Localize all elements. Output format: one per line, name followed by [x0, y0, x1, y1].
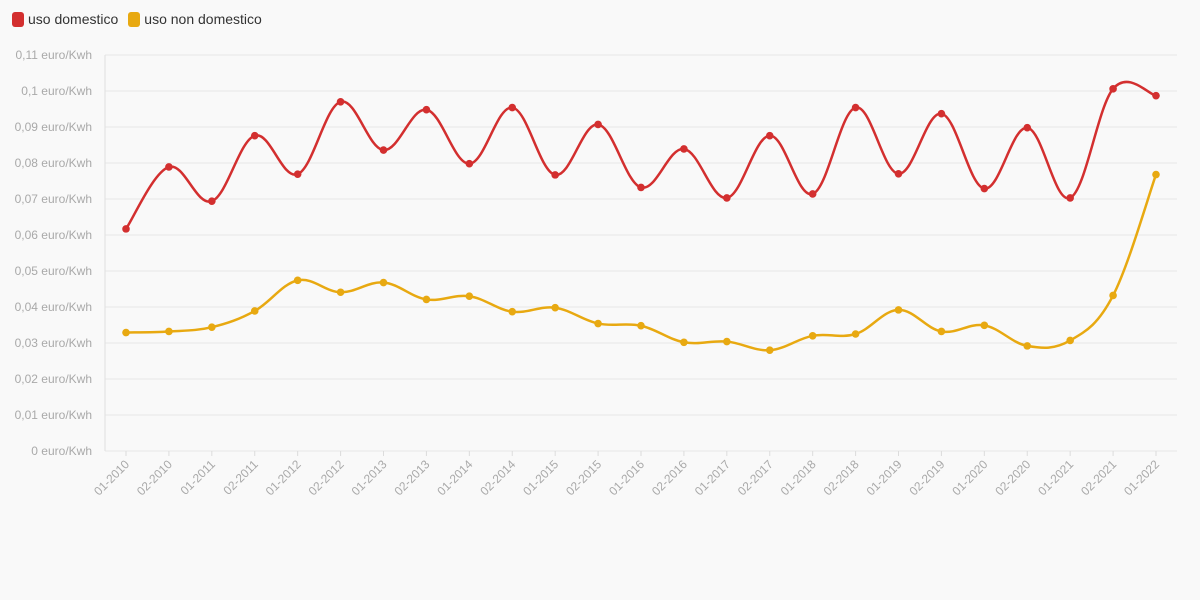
data-point-uso-non-domestico [293, 276, 302, 285]
data-point-uso-non-domestico [851, 330, 860, 338]
y-tick-label: 0,07 euro/Kwh [15, 192, 92, 206]
y-tick-label: 0,04 euro/Kwh [15, 300, 92, 314]
data-point-uso-domestico [208, 197, 216, 205]
data-point-uso-non-domestico [551, 303, 559, 312]
y-tick-label: 0 euro/Kwh [31, 444, 92, 458]
x-tick-label: 02-2020 [992, 457, 1033, 498]
data-point-uso-domestico [765, 131, 774, 140]
x-tick-label: 02-2014 [477, 457, 518, 498]
x-tick-label: 01-2010 [91, 457, 132, 498]
legend-label-uso-non-domestico: uso non domestico [144, 11, 262, 27]
data-point-uso-non-domestico [894, 306, 903, 314]
data-point-uso-domestico [508, 103, 517, 112]
data-point-uso-domestico [336, 98, 345, 106]
data-point-uso-non-domestico [250, 307, 259, 315]
data-point-uso-non-domestico [208, 323, 216, 331]
x-tick-label: 02-2015 [563, 457, 604, 498]
y-tick-label: 0,02 euro/Kwh [15, 372, 92, 386]
legend-item-uso-non-domestico[interactable]: uso non domestico [128, 11, 262, 27]
data-point-uso-non-domestico [1023, 342, 1032, 350]
data-point-uso-domestico [894, 170, 903, 178]
x-tick-label: 01-2019 [864, 457, 905, 498]
x-tick-label: 02-2010 [134, 457, 175, 498]
data-point-uso-domestico [1109, 85, 1117, 93]
data-point-uso-non-domestico [765, 346, 774, 355]
data-point-uso-non-domestico [1066, 336, 1074, 345]
data-point-uso-non-domestico [122, 328, 130, 337]
y-tick-label: 0,06 euro/Kwh [15, 228, 92, 242]
data-point-uso-domestico [851, 103, 860, 112]
legend-swatch-uso-domestico [12, 11, 24, 27]
x-tick-label: 02-2011 [220, 457, 261, 498]
x-tick-label: 01-2022 [1121, 457, 1162, 498]
data-point-uso-non-domestico [1152, 170, 1160, 179]
x-tick-label: 01-2020 [949, 457, 990, 498]
x-tick-label: 01-2021 [1035, 457, 1076, 498]
x-tick-label: 02-2019 [906, 457, 947, 498]
x-tick-label: 01-2016 [606, 457, 647, 498]
y-tick-label: 0,09 euro/Kwh [15, 120, 92, 134]
data-point-uso-domestico [250, 131, 259, 140]
x-tick-label: 01-2013 [349, 457, 390, 498]
data-point-uso-domestico [637, 183, 645, 192]
series-line-uso-domestico [124, 80, 1158, 231]
x-tick-label: 01-2012 [263, 457, 304, 498]
data-point-uso-non-domestico [594, 319, 602, 328]
data-point-uso-domestico [980, 184, 989, 193]
data-point-uso-non-domestico [422, 295, 431, 304]
data-point-uso-non-domestico [808, 332, 817, 340]
legend-label-uso-domestico: uso domestico [28, 11, 119, 27]
data-point-uso-domestico [594, 120, 602, 129]
data-point-uso-non-domestico [980, 321, 989, 330]
data-point-uso-domestico [551, 171, 559, 179]
x-tick-label: 02-2016 [649, 457, 690, 498]
data-point-uso-domestico [465, 159, 474, 168]
data-point-uso-domestico [293, 170, 302, 178]
data-point-uso-domestico [165, 163, 173, 171]
y-tick-label: 0,03 euro/Kwh [15, 336, 92, 350]
data-point-uso-domestico [937, 109, 946, 118]
data-point-uso-non-domestico [1109, 291, 1117, 300]
data-point-uso-domestico [1152, 91, 1160, 100]
data-point-uso-non-domestico [336, 288, 345, 297]
data-point-uso-domestico [808, 190, 817, 198]
x-tick-label: 02-2013 [391, 457, 432, 498]
y-tick-label: 0,11 euro/Kwh [16, 48, 93, 62]
x-tick-label: 01-2011 [178, 457, 219, 498]
legend-swatch-uso-non-domestico [128, 11, 141, 27]
data-point-uso-domestico [122, 225, 130, 233]
y-tick-label: 0,05 euro/Kwh [15, 264, 92, 278]
x-tick-label: 01-2017 [692, 457, 733, 498]
data-point-uso-domestico [422, 105, 431, 114]
data-point-uso-non-domestico [379, 278, 388, 287]
data-point-uso-non-domestico [465, 292, 474, 301]
data-point-uso-non-domestico [723, 337, 731, 346]
x-tick-label: 01-2018 [778, 457, 819, 498]
data-point-uso-domestico [1066, 194, 1074, 202]
data-point-uso-domestico [680, 145, 688, 153]
x-tick-label: 01-2015 [520, 457, 561, 498]
legend-item-uso-domestico[interactable]: uso domestico [12, 11, 118, 27]
y-tick-label: 0,1 euro/Kwh [21, 84, 92, 98]
data-point-uso-non-domestico [508, 307, 517, 316]
x-tick-label: 01-2014 [434, 457, 475, 498]
data-point-uso-non-domestico [165, 327, 173, 336]
y-tick-label: 0,01 euro/Kwh [15, 408, 92, 422]
x-tick-label: 02-2012 [306, 457, 347, 498]
data-point-uso-non-domestico [937, 327, 946, 336]
data-point-uso-non-domestico [680, 338, 688, 347]
data-point-uso-domestico [723, 194, 731, 202]
data-point-uso-domestico [379, 146, 388, 154]
x-tick-label: 02-2017 [735, 457, 776, 498]
legend: uso domestico uso non domestico [12, 11, 262, 27]
data-point-uso-non-domestico [637, 321, 645, 330]
x-tick-label: 02-2018 [821, 457, 862, 498]
x-tick-label: 02-2021 [1078, 457, 1119, 498]
y-tick-label: 0,08 euro/Kwh [15, 156, 92, 170]
data-point-uso-domestico [1023, 123, 1032, 132]
